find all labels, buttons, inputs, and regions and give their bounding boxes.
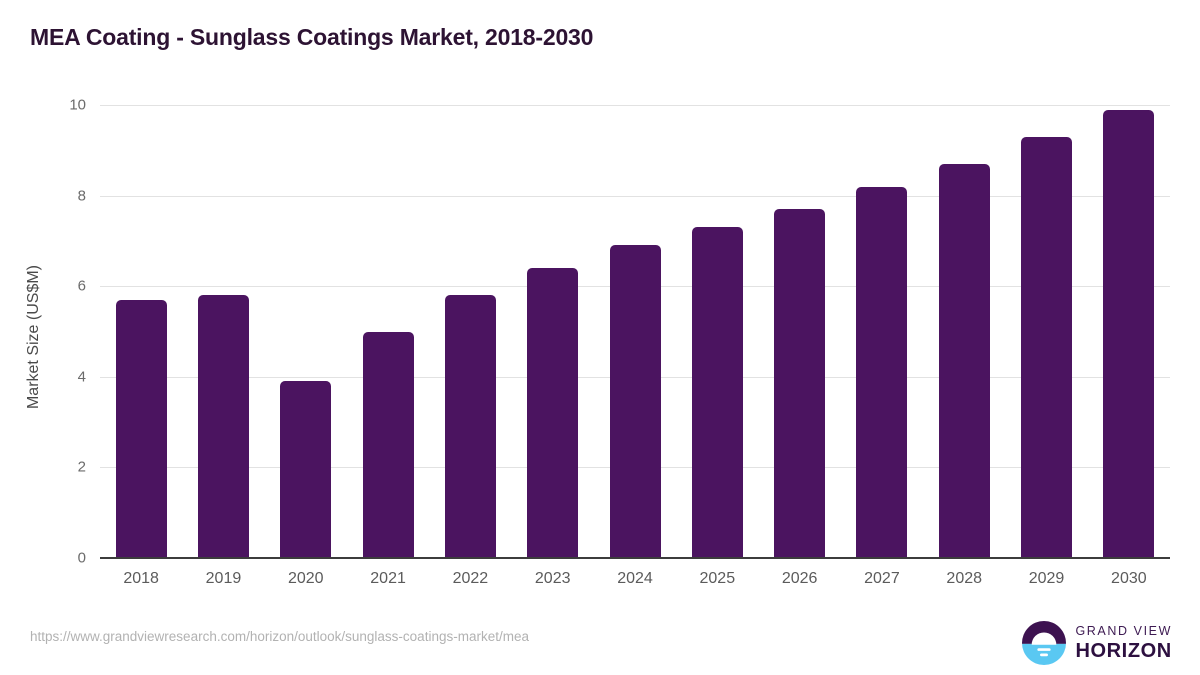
plot-area: [100, 105, 1170, 558]
bar-2023[interactable]: [527, 268, 579, 558]
bar-2018[interactable]: [115, 299, 167, 558]
x-tick-label-2019: 2019: [205, 570, 242, 587]
bar-2027[interactable]: [856, 186, 908, 558]
grand-view-horizon-logo[interactable]: GRAND VIEW HORIZON: [1022, 620, 1172, 666]
logo-line-grand-view: GRAND VIEW: [1075, 624, 1172, 639]
bar-2030[interactable]: [1103, 109, 1155, 558]
bar-2029[interactable]: [1021, 136, 1073, 558]
x-tick-label-2029: 2029: [1028, 570, 1065, 587]
x-tick-label-2025: 2025: [699, 570, 736, 587]
x-tick-label-2028: 2028: [946, 570, 983, 587]
y-tick-label: 6: [77, 277, 86, 295]
bar-2025[interactable]: [691, 227, 743, 558]
bar-2020[interactable]: [280, 381, 332, 558]
y-tick-label: 4: [77, 368, 86, 386]
logo-line-horizon: HORIZON: [1075, 639, 1172, 662]
gridline: [100, 195, 1170, 197]
page-title: MEA Coating - Sunglass Coatings Market, …: [30, 24, 594, 50]
gridline: [100, 105, 1170, 106]
y-axis-tick-labels: 0 2 4 6 8 10: [20, 97, 86, 567]
bar-2028[interactable]: [938, 163, 990, 558]
x-tick-label-2023: 2023: [534, 570, 571, 587]
x-tick-label-2024: 2024: [617, 570, 653, 587]
x-tick-label-2022: 2022: [452, 570, 489, 587]
y-tick-label: 0: [77, 549, 86, 567]
bar-2021[interactable]: [362, 331, 414, 558]
x-axis-line: [100, 557, 1170, 559]
logo-text: GRAND VIEW HORIZON: [1075, 625, 1172, 661]
x-tick-label-2030: 2030: [1111, 570, 1147, 587]
x-tick-label-2026: 2026: [781, 570, 818, 587]
x-tick-label-2018: 2018: [123, 570, 159, 587]
source-url[interactable]: https://www.grandviewresearch.com/horizo…: [30, 629, 529, 644]
y-tick-label: 10: [69, 96, 86, 114]
bar-2026[interactable]: [774, 209, 826, 558]
horizon-sun-icon: [1022, 621, 1067, 665]
y-tick-label: 8: [77, 187, 86, 205]
x-tick-label-2021: 2021: [370, 570, 406, 587]
x-tick-label-2027: 2027: [864, 570, 900, 587]
x-axis-tick-labels: 2018 2019 2020 2021 2022 2023 2024 2025 2026 2027…: [100, 570, 1170, 600]
bar-2022[interactable]: [444, 295, 496, 558]
bar-2024[interactable]: [609, 245, 661, 558]
bar-2019[interactable]: [197, 295, 249, 558]
y-tick-label: 2: [77, 458, 86, 476]
x-tick-label-2020: 2020: [287, 570, 324, 587]
